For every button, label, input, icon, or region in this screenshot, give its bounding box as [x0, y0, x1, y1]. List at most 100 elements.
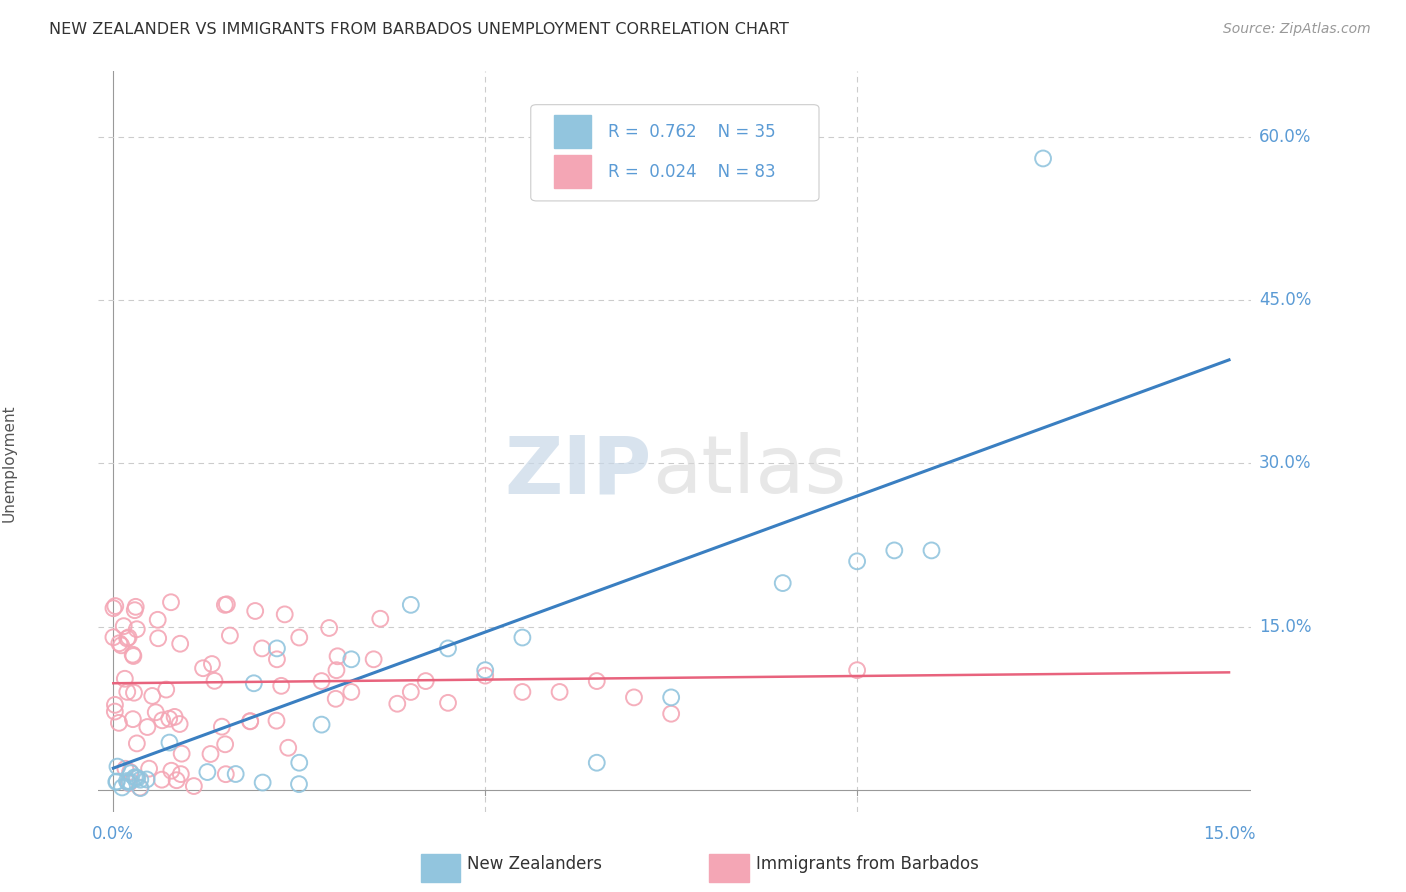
Point — [219, 629, 242, 643]
Point — [157, 712, 180, 726]
Point — [846, 554, 869, 568]
Point — [474, 668, 496, 682]
Text: Source: ZipAtlas.com: Source: ZipAtlas.com — [1223, 22, 1371, 37]
Point — [115, 632, 138, 646]
Point — [326, 649, 349, 664]
Point — [288, 777, 311, 791]
Text: 60.0%: 60.0% — [1258, 128, 1312, 145]
Point — [120, 766, 142, 780]
Point — [252, 775, 274, 789]
Text: 15.0%: 15.0% — [1202, 825, 1256, 843]
Point — [112, 619, 135, 633]
Point — [387, 697, 409, 711]
Point — [368, 612, 391, 626]
Text: NEW ZEALANDER VS IMMIGRANTS FROM BARBADOS UNEMPLOYMENT CORRELATION CHART: NEW ZEALANDER VS IMMIGRANTS FROM BARBADO… — [49, 22, 789, 37]
Point — [921, 543, 943, 558]
Point — [399, 598, 422, 612]
Point — [200, 747, 222, 761]
Point — [169, 717, 191, 731]
Point — [270, 679, 292, 693]
Point — [138, 762, 160, 776]
Point — [125, 736, 148, 750]
Point — [215, 767, 238, 781]
Point — [117, 775, 139, 789]
Point — [114, 762, 136, 776]
Point — [274, 607, 297, 622]
Point — [340, 652, 363, 666]
Point — [115, 774, 138, 789]
Point — [124, 770, 146, 784]
Point — [122, 712, 145, 726]
Point — [363, 652, 385, 666]
Text: Immigrants from Barbados: Immigrants from Barbados — [755, 855, 979, 872]
Point — [114, 672, 136, 686]
Point — [215, 597, 238, 611]
Point — [104, 705, 127, 719]
Point — [197, 765, 219, 780]
Point — [311, 717, 333, 731]
Point — [585, 756, 607, 770]
Point — [111, 780, 134, 795]
Point — [125, 622, 148, 636]
Point — [846, 663, 869, 677]
Point — [772, 576, 794, 591]
Point — [474, 663, 496, 677]
Point — [121, 648, 143, 662]
Point — [163, 710, 186, 724]
Point — [118, 776, 141, 790]
Point — [204, 673, 226, 688]
Point — [146, 613, 169, 627]
Text: 15.0%: 15.0% — [1258, 617, 1312, 636]
Point — [512, 685, 534, 699]
Point — [129, 780, 152, 795]
Point — [108, 636, 131, 650]
Point — [288, 631, 311, 645]
Text: R =  0.762    N = 35: R = 0.762 N = 35 — [607, 123, 776, 141]
Point — [110, 638, 132, 652]
Point — [659, 690, 682, 705]
Point — [128, 780, 150, 795]
Point — [245, 604, 267, 618]
Point — [146, 632, 169, 646]
Point — [160, 764, 183, 778]
Point — [585, 674, 607, 689]
Point — [201, 657, 224, 671]
Point — [883, 543, 905, 558]
Point — [105, 774, 128, 789]
Point — [659, 706, 682, 721]
Point — [145, 706, 167, 720]
Point — [623, 690, 645, 705]
Point — [266, 652, 288, 666]
Point — [325, 663, 347, 677]
Text: 0.0%: 0.0% — [93, 825, 134, 843]
Point — [437, 641, 460, 656]
Point — [318, 621, 340, 635]
Point — [136, 720, 159, 734]
Point — [127, 772, 149, 786]
Point — [104, 698, 127, 712]
Point — [399, 685, 422, 699]
Point — [277, 740, 299, 755]
FancyBboxPatch shape — [530, 104, 818, 201]
FancyBboxPatch shape — [710, 854, 748, 882]
Text: 30.0%: 30.0% — [1258, 454, 1312, 473]
Point — [129, 772, 152, 787]
Point — [105, 775, 128, 789]
Point — [150, 714, 173, 728]
Text: 45.0%: 45.0% — [1258, 291, 1312, 309]
Point — [239, 714, 262, 728]
Point — [243, 676, 266, 690]
Point — [266, 641, 288, 656]
Point — [141, 689, 163, 703]
Point — [415, 674, 437, 689]
Point — [150, 772, 173, 787]
Text: New Zealanders: New Zealanders — [467, 855, 602, 872]
Point — [211, 720, 233, 734]
Point — [169, 637, 191, 651]
Point — [166, 773, 188, 788]
Point — [122, 686, 145, 700]
Point — [183, 779, 205, 793]
Point — [325, 691, 347, 706]
Point — [159, 735, 181, 749]
Point — [118, 774, 141, 789]
